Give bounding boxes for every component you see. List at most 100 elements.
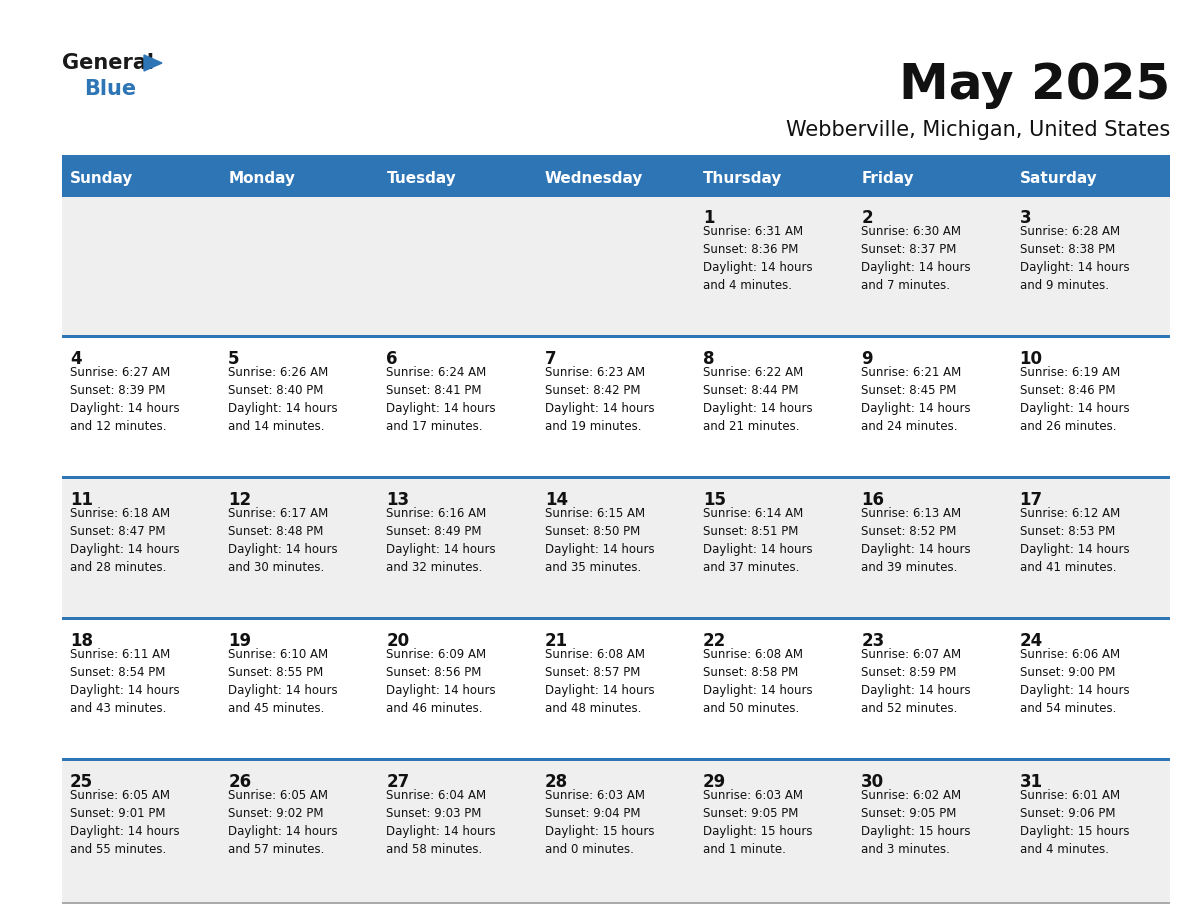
Bar	[379, 761, 537, 902]
Text: Sunrise: 6:05 AM
Sunset: 9:02 PM
Daylight: 14 hours
and 57 minutes.: Sunrise: 6:05 AM Sunset: 9:02 PM Dayligh…	[228, 789, 337, 856]
Text: 24: 24	[1019, 632, 1043, 650]
Text: 11: 11	[70, 491, 93, 509]
Bar	[62, 155, 1170, 159]
Bar	[1012, 197, 1170, 338]
Text: 7: 7	[545, 350, 556, 368]
Bar	[62, 902, 1170, 904]
Bar	[537, 479, 695, 620]
Bar	[62, 758, 1170, 761]
Text: Sunrise: 6:08 AM
Sunset: 8:58 PM
Daylight: 14 hours
and 50 minutes.: Sunrise: 6:08 AM Sunset: 8:58 PM Dayligh…	[703, 648, 813, 715]
Text: Webberville, Michigan, United States: Webberville, Michigan, United States	[785, 120, 1170, 140]
Bar	[62, 476, 1170, 479]
Bar	[537, 197, 695, 338]
Text: 10: 10	[1019, 350, 1043, 368]
Text: Sunrise: 6:11 AM
Sunset: 8:54 PM
Daylight: 14 hours
and 43 minutes.: Sunrise: 6:11 AM Sunset: 8:54 PM Dayligh…	[70, 648, 179, 715]
Bar	[220, 338, 379, 479]
Bar	[853, 761, 1012, 902]
Text: Sunrise: 6:09 AM
Sunset: 8:56 PM
Daylight: 14 hours
and 46 minutes.: Sunrise: 6:09 AM Sunset: 8:56 PM Dayligh…	[386, 648, 497, 715]
Text: 19: 19	[228, 632, 252, 650]
Text: Sunrise: 6:08 AM
Sunset: 8:57 PM
Daylight: 14 hours
and 48 minutes.: Sunrise: 6:08 AM Sunset: 8:57 PM Dayligh…	[545, 648, 655, 715]
Text: May 2025: May 2025	[899, 61, 1170, 109]
Text: Sunrise: 6:16 AM
Sunset: 8:49 PM
Daylight: 14 hours
and 32 minutes.: Sunrise: 6:16 AM Sunset: 8:49 PM Dayligh…	[386, 507, 497, 574]
Text: Sunrise: 6:24 AM
Sunset: 8:41 PM
Daylight: 14 hours
and 17 minutes.: Sunrise: 6:24 AM Sunset: 8:41 PM Dayligh…	[386, 366, 497, 433]
Text: Sunrise: 6:01 AM
Sunset: 9:06 PM
Daylight: 15 hours
and 4 minutes.: Sunrise: 6:01 AM Sunset: 9:06 PM Dayligh…	[1019, 789, 1129, 856]
Text: Sunrise: 6:23 AM
Sunset: 8:42 PM
Daylight: 14 hours
and 19 minutes.: Sunrise: 6:23 AM Sunset: 8:42 PM Dayligh…	[545, 366, 655, 433]
Bar	[1012, 761, 1170, 902]
Text: 4: 4	[70, 350, 82, 368]
Text: Sunrise: 6:28 AM
Sunset: 8:38 PM
Daylight: 14 hours
and 9 minutes.: Sunrise: 6:28 AM Sunset: 8:38 PM Dayligh…	[1019, 225, 1130, 292]
Bar	[853, 159, 1012, 197]
Text: Sunrise: 6:05 AM
Sunset: 9:01 PM
Daylight: 14 hours
and 55 minutes.: Sunrise: 6:05 AM Sunset: 9:01 PM Dayligh…	[70, 789, 179, 856]
Text: 17: 17	[1019, 491, 1043, 509]
Bar	[853, 338, 1012, 479]
Text: Sunrise: 6:31 AM
Sunset: 8:36 PM
Daylight: 14 hours
and 4 minutes.: Sunrise: 6:31 AM Sunset: 8:36 PM Dayligh…	[703, 225, 813, 292]
Text: Sunrise: 6:13 AM
Sunset: 8:52 PM
Daylight: 14 hours
and 39 minutes.: Sunrise: 6:13 AM Sunset: 8:52 PM Dayligh…	[861, 507, 971, 574]
Text: Saturday: Saturday	[1019, 171, 1098, 185]
Text: General: General	[62, 53, 154, 73]
Bar	[62, 197, 220, 338]
Text: 26: 26	[228, 773, 252, 791]
Text: Sunrise: 6:14 AM
Sunset: 8:51 PM
Daylight: 14 hours
and 37 minutes.: Sunrise: 6:14 AM Sunset: 8:51 PM Dayligh…	[703, 507, 813, 574]
Bar	[379, 338, 537, 479]
Bar	[853, 197, 1012, 338]
Text: 29: 29	[703, 773, 726, 791]
Bar	[62, 335, 1170, 338]
Bar	[220, 479, 379, 620]
Text: 3: 3	[1019, 209, 1031, 227]
Text: Sunday: Sunday	[70, 171, 133, 185]
Bar	[379, 620, 537, 761]
Bar	[695, 761, 853, 902]
Text: 2: 2	[861, 209, 873, 227]
Bar	[379, 479, 537, 620]
Text: 5: 5	[228, 350, 240, 368]
Bar	[1012, 479, 1170, 620]
Text: 8: 8	[703, 350, 714, 368]
Text: Sunrise: 6:19 AM
Sunset: 8:46 PM
Daylight: 14 hours
and 26 minutes.: Sunrise: 6:19 AM Sunset: 8:46 PM Dayligh…	[1019, 366, 1130, 433]
Bar	[537, 338, 695, 479]
Text: Sunrise: 6:26 AM
Sunset: 8:40 PM
Daylight: 14 hours
and 14 minutes.: Sunrise: 6:26 AM Sunset: 8:40 PM Dayligh…	[228, 366, 337, 433]
Text: 1: 1	[703, 209, 714, 227]
Text: Tuesday: Tuesday	[386, 171, 456, 185]
Text: Sunrise: 6:12 AM
Sunset: 8:53 PM
Daylight: 14 hours
and 41 minutes.: Sunrise: 6:12 AM Sunset: 8:53 PM Dayligh…	[1019, 507, 1130, 574]
Bar	[220, 159, 379, 197]
Bar	[1012, 338, 1170, 479]
Text: 20: 20	[386, 632, 410, 650]
Text: Sunrise: 6:07 AM
Sunset: 8:59 PM
Daylight: 14 hours
and 52 minutes.: Sunrise: 6:07 AM Sunset: 8:59 PM Dayligh…	[861, 648, 971, 715]
Bar	[379, 159, 537, 197]
Bar	[62, 159, 220, 197]
Text: 6: 6	[386, 350, 398, 368]
Text: Monday: Monday	[228, 171, 295, 185]
Text: Wednesday: Wednesday	[545, 171, 643, 185]
Text: Sunrise: 6:10 AM
Sunset: 8:55 PM
Daylight: 14 hours
and 45 minutes.: Sunrise: 6:10 AM Sunset: 8:55 PM Dayligh…	[228, 648, 337, 715]
Text: 9: 9	[861, 350, 873, 368]
Bar	[695, 479, 853, 620]
Bar	[695, 338, 853, 479]
Text: Sunrise: 6:03 AM
Sunset: 9:05 PM
Daylight: 15 hours
and 1 minute.: Sunrise: 6:03 AM Sunset: 9:05 PM Dayligh…	[703, 789, 813, 856]
Text: Sunrise: 6:02 AM
Sunset: 9:05 PM
Daylight: 15 hours
and 3 minutes.: Sunrise: 6:02 AM Sunset: 9:05 PM Dayligh…	[861, 789, 971, 856]
Text: 25: 25	[70, 773, 93, 791]
Text: Friday: Friday	[861, 171, 914, 185]
Text: 22: 22	[703, 632, 726, 650]
Bar	[379, 197, 537, 338]
Bar	[1012, 620, 1170, 761]
Text: Sunrise: 6:30 AM
Sunset: 8:37 PM
Daylight: 14 hours
and 7 minutes.: Sunrise: 6:30 AM Sunset: 8:37 PM Dayligh…	[861, 225, 971, 292]
Text: Sunrise: 6:06 AM
Sunset: 9:00 PM
Daylight: 14 hours
and 54 minutes.: Sunrise: 6:06 AM Sunset: 9:00 PM Dayligh…	[1019, 648, 1130, 715]
Text: 12: 12	[228, 491, 252, 509]
Bar	[62, 338, 220, 479]
Bar	[695, 620, 853, 761]
Bar	[62, 620, 220, 761]
Text: Sunrise: 6:15 AM
Sunset: 8:50 PM
Daylight: 14 hours
and 35 minutes.: Sunrise: 6:15 AM Sunset: 8:50 PM Dayligh…	[545, 507, 655, 574]
Text: 27: 27	[386, 773, 410, 791]
Text: Sunrise: 6:17 AM
Sunset: 8:48 PM
Daylight: 14 hours
and 30 minutes.: Sunrise: 6:17 AM Sunset: 8:48 PM Dayligh…	[228, 507, 337, 574]
Text: 14: 14	[545, 491, 568, 509]
Text: Blue: Blue	[84, 79, 137, 99]
Text: Sunrise: 6:04 AM
Sunset: 9:03 PM
Daylight: 14 hours
and 58 minutes.: Sunrise: 6:04 AM Sunset: 9:03 PM Dayligh…	[386, 789, 497, 856]
Text: 18: 18	[70, 632, 93, 650]
Bar	[853, 479, 1012, 620]
Text: Sunrise: 6:03 AM
Sunset: 9:04 PM
Daylight: 15 hours
and 0 minutes.: Sunrise: 6:03 AM Sunset: 9:04 PM Dayligh…	[545, 789, 655, 856]
Bar	[1012, 159, 1170, 197]
Text: Thursday: Thursday	[703, 171, 783, 185]
Text: Sunrise: 6:18 AM
Sunset: 8:47 PM
Daylight: 14 hours
and 28 minutes.: Sunrise: 6:18 AM Sunset: 8:47 PM Dayligh…	[70, 507, 179, 574]
Text: 21: 21	[545, 632, 568, 650]
Text: Sunrise: 6:22 AM
Sunset: 8:44 PM
Daylight: 14 hours
and 21 minutes.: Sunrise: 6:22 AM Sunset: 8:44 PM Dayligh…	[703, 366, 813, 433]
